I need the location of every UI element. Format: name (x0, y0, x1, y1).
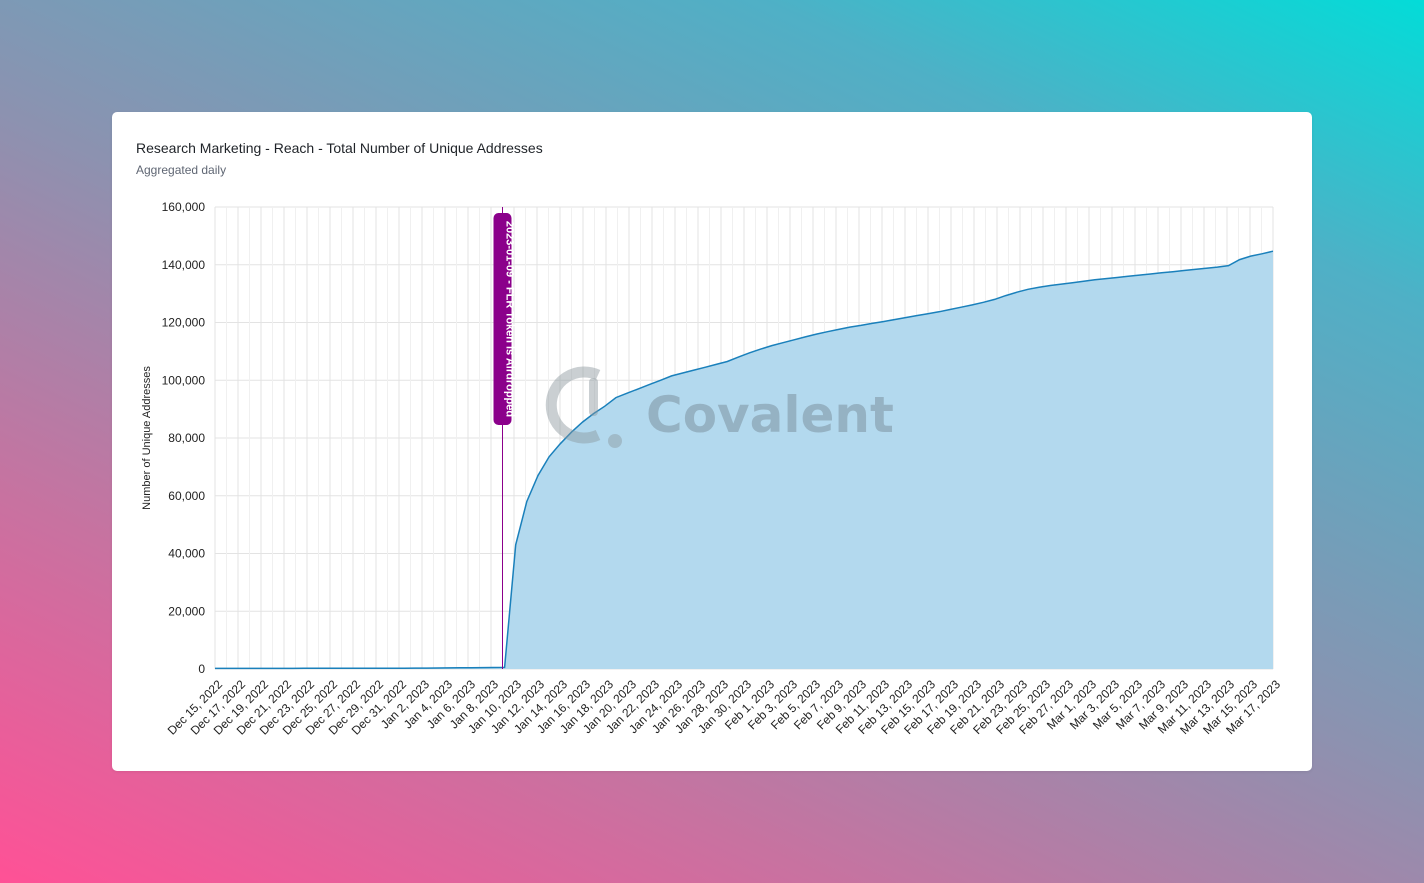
covalent-logo-bar (589, 378, 598, 416)
watermark: Covalent (545, 366, 894, 448)
covalent-logo-dot (608, 434, 622, 448)
chart-subtitle: Aggregated daily (136, 163, 227, 177)
y-axis-label: Number of Unique Addresses (141, 366, 153, 510)
y-tick-label: 80,000 (168, 431, 205, 445)
chart-title: Research Marketing - Reach - Total Numbe… (136, 140, 543, 156)
annotation-label-box (493, 213, 512, 425)
covalent-logo-icon (545, 366, 601, 444)
series-line (215, 250, 1274, 670)
y-tick-label: 160,000 (162, 200, 206, 214)
y-tick-label: 0 (198, 662, 205, 676)
annotation: 2023-01-09 - FLR Token is Airdropped (493, 207, 516, 669)
chart-card: Research Marketing - Reach - Total Numbe… (112, 112, 1312, 771)
series-area (215, 251, 1273, 669)
y-tick-label: 20,000 (168, 604, 205, 618)
y-tick-label: 40,000 (168, 547, 205, 561)
y-tick-label: 140,000 (162, 258, 206, 272)
watermark-text: Covalent (646, 386, 894, 444)
y-tick-label: 120,000 (162, 316, 206, 330)
area-chart: Covalent 0 20,000 40,000 60,000 80,000 100,000… (141, 200, 1283, 738)
y-tick-label: 100,000 (162, 373, 206, 387)
annotation-label: 2023-01-09 - FLR Token is Airdropped (504, 221, 516, 417)
y-tick-label: 60,000 (168, 489, 205, 503)
